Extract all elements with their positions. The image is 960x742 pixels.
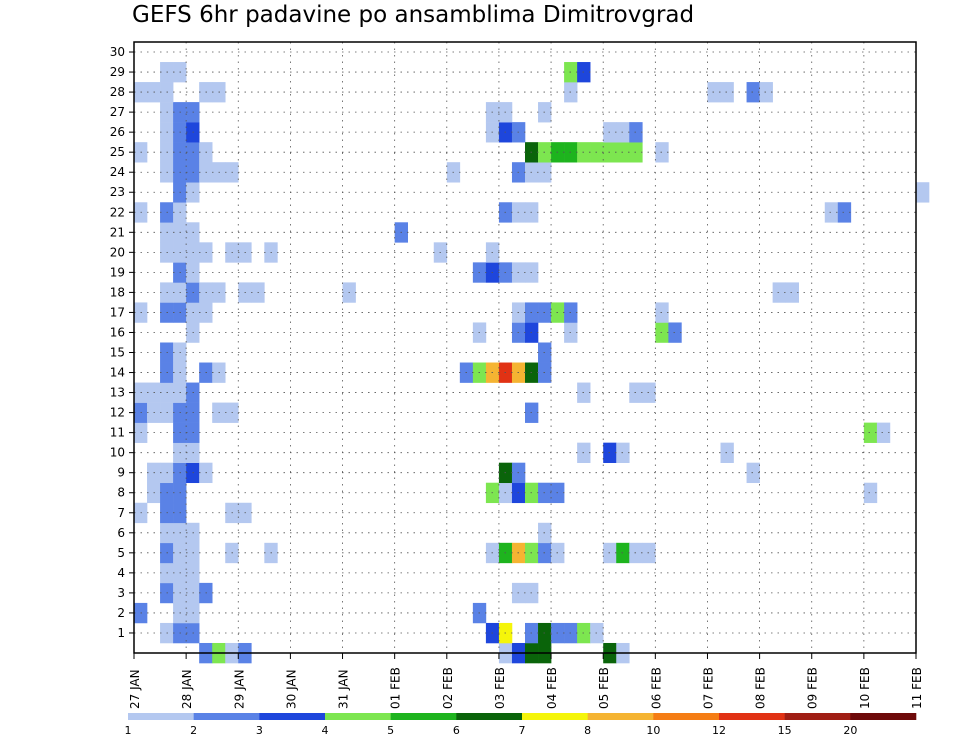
y-tick-label: 14: [110, 366, 125, 380]
colorbar-label: 10: [646, 724, 660, 737]
y-tick-label: 6: [117, 526, 125, 540]
heatmap-cell: [668, 322, 682, 343]
colorbar-label: 2: [190, 724, 197, 737]
x-tick-label: 28 JAN: [180, 669, 194, 709]
y-tick-label: 29: [110, 65, 125, 79]
heatmap-cell: [837, 202, 852, 223]
y-tick-label: 18: [110, 285, 125, 299]
y-tick-label: 21: [110, 225, 125, 239]
x-tick-label: 11 FEB: [910, 667, 924, 709]
y-tick-label: 11: [110, 426, 125, 440]
colorbar-segment: [653, 713, 720, 720]
y-tick-label: 30: [110, 45, 125, 59]
colorbar-segment: [522, 713, 588, 720]
heatmap-cell: [863, 482, 878, 504]
colorbar-segment: [850, 713, 917, 720]
y-tick-label: 28: [110, 85, 125, 99]
y-tick-label: 22: [110, 205, 125, 219]
heatmap-cell: [759, 82, 773, 103]
heatmap-cell: [876, 422, 891, 443]
colorbar-segment: [390, 713, 457, 720]
colorbar-segment: [784, 713, 851, 720]
y-tick-label: 12: [110, 406, 125, 420]
x-tick-label: 27 JAN: [128, 669, 142, 709]
heatmap-cell: [720, 82, 734, 103]
heatmap-cell: [772, 282, 786, 303]
y-tick-label: 23: [110, 185, 125, 199]
y-tick-label: 13: [110, 386, 125, 400]
y-tick-label: 7: [117, 506, 125, 520]
x-tick-label: 05 FEB: [597, 667, 611, 709]
colorbar-label: 6: [453, 724, 460, 737]
colorbar-label: 20: [843, 724, 857, 737]
y-axis: 1234567891011121314151617181920212223242…: [110, 45, 134, 640]
x-tick-label: 08 FEB: [754, 667, 768, 709]
x-tick-label: 02 FEB: [441, 667, 455, 709]
plot-frame: [133, 41, 917, 654]
x-tick-label: 30 JAN: [284, 669, 298, 709]
y-tick-label: 3: [117, 586, 125, 600]
y-tick-label: 2: [117, 606, 125, 620]
y-tick-label: 17: [110, 305, 125, 319]
y-tick-label: 16: [110, 325, 125, 339]
heatmap-cell: [746, 462, 760, 484]
colorbar: 1 2 3 4 5 6 7 8 10 12 15 20: [125, 713, 917, 737]
y-tick-label: 9: [117, 466, 125, 480]
grid-lines: [134, 42, 916, 653]
x-tick-label: 03 FEB: [493, 667, 507, 709]
colorbar-segment: [325, 713, 391, 720]
y-tick-label: 25: [110, 145, 125, 159]
x-tick-label: 09 FEB: [806, 667, 820, 709]
x-tick-label: 10 FEB: [858, 667, 872, 709]
heatmap-cell: [707, 82, 721, 103]
colorbar-label: 3: [256, 724, 263, 737]
colorbar-label: 12: [712, 724, 726, 737]
colorbar-segment: [456, 713, 523, 720]
heatmap-cell: [785, 282, 799, 303]
colorbar-label: 7: [519, 724, 526, 737]
y-tick-label: 15: [110, 346, 125, 360]
x-tick-label: 29 JAN: [232, 669, 246, 709]
colorbar-segment: [193, 713, 260, 720]
colorbar-segment: [128, 713, 194, 720]
x-axis: 27 JAN 28 JAN 29 JAN 30 JAN 31 JAN 01 FEB 02 F…: [128, 653, 924, 709]
colorbar-segment: [259, 713, 326, 720]
colorbar-label: 15: [778, 724, 792, 737]
heatmap-cell: [824, 202, 839, 223]
colorbar-segment: [587, 713, 654, 720]
y-tick-label: 26: [110, 125, 125, 139]
chart-title: GEFS 6hr padavine po ansamblima Dimitrov…: [132, 2, 695, 28]
y-tick-label: 5: [117, 546, 125, 560]
y-tick-label: 27: [110, 105, 125, 119]
y-tick-label: 19: [110, 265, 125, 279]
colorbar-label: 1: [125, 724, 132, 737]
x-tick-label: 01 FEB: [389, 667, 403, 709]
x-tick-label: 06 FEB: [649, 667, 663, 709]
y-tick-label: 24: [110, 165, 125, 179]
y-tick-label: 10: [110, 446, 125, 460]
x-tick-label: 04 FEB: [545, 667, 559, 709]
heatmap-cell: [863, 422, 878, 443]
heatmap-cell: [746, 82, 760, 103]
x-tick-label: 31 JAN: [337, 669, 351, 709]
colorbar-label: 5: [387, 724, 394, 737]
y-tick-label: 4: [117, 566, 125, 580]
x-tick-label: 07 FEB: [701, 667, 715, 709]
colorbar-label: 4: [322, 724, 329, 737]
y-tick-label: 1: [117, 626, 125, 640]
colorbar-segment: [719, 713, 785, 720]
heatmap-cell: [916, 182, 930, 203]
y-tick-label: 20: [110, 245, 125, 259]
y-tick-label: 8: [117, 486, 125, 500]
heatmap-cell: [720, 442, 734, 463]
colorbar-label: 8: [584, 724, 591, 737]
